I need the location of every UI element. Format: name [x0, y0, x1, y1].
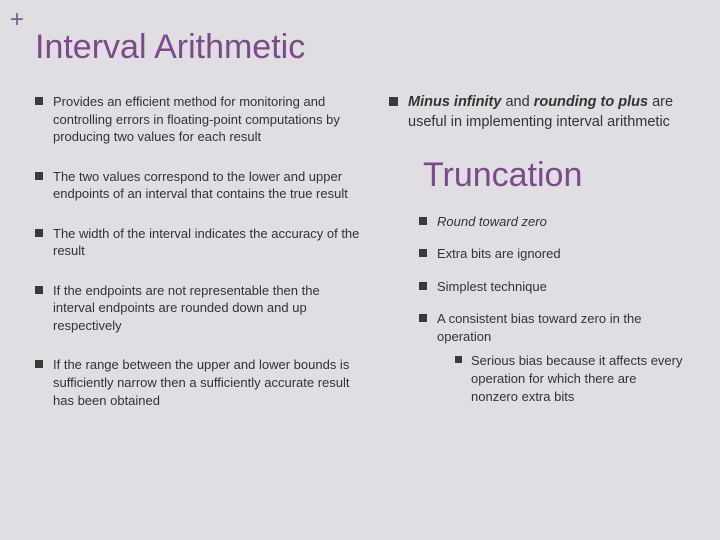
bullet-text: If the range between the upper and lower…: [53, 356, 365, 409]
bullet-text: If the endpoints are not representable t…: [53, 282, 365, 335]
square-bullet-icon: [35, 97, 43, 105]
left-column: Provides an efficient method for monitor…: [35, 93, 365, 431]
square-bullet-icon: [35, 286, 43, 294]
bullet-text: The two values correspond to the lower a…: [53, 168, 365, 203]
bullet-text: Minus infinity and rounding to plus are …: [408, 93, 685, 132]
right-top-bullet: Minus infinity and rounding to plus are …: [389, 93, 685, 132]
bullet-text: Simplest technique: [437, 278, 685, 296]
square-bullet-icon: [419, 217, 427, 225]
list-item: Provides an efficient method for monitor…: [35, 93, 365, 146]
text-emph: rounding to plus: [534, 94, 648, 110]
bullet-text: A consistent bias toward zero in the ope…: [437, 311, 642, 344]
list-item: The two values correspond to the lower a…: [35, 168, 365, 203]
bullet-text: Extra bits are ignored: [437, 245, 685, 263]
bullet-text: Provides an efficient method for monitor…: [53, 93, 365, 146]
square-bullet-icon: [419, 249, 427, 257]
list-item: If the range between the upper and lower…: [35, 356, 365, 409]
bullet-text: Serious bias because it affects every op…: [471, 352, 685, 407]
sub-bullet-list: Round toward zero Extra bits are ignored…: [419, 213, 685, 407]
list-item: A consistent bias toward zero in the ope…: [419, 310, 685, 407]
bullet-text: Round toward zero: [437, 213, 685, 231]
square-bullet-icon: [389, 97, 398, 106]
text-emph: Minus infinity: [408, 94, 501, 110]
nested-list-item: Serious bias because it affects every op…: [455, 352, 685, 407]
text-plain: and: [501, 94, 533, 110]
list-item: If the endpoints are not representable t…: [35, 282, 365, 335]
columns: Provides an efficient method for monitor…: [35, 93, 685, 431]
list-item: Extra bits are ignored: [419, 245, 685, 263]
right-column: Minus infinity and rounding to plus are …: [389, 93, 685, 431]
square-bullet-icon: [35, 360, 43, 368]
square-bullet-icon: [455, 356, 462, 363]
bullet-text-nested: A consistent bias toward zero in the ope…: [437, 310, 685, 407]
square-bullet-icon: [419, 282, 427, 290]
list-item: Round toward zero: [419, 213, 685, 231]
list-item: The width of the interval indicates the …: [35, 225, 365, 260]
square-bullet-icon: [419, 314, 427, 322]
plus-icon: +: [10, 8, 24, 32]
page-title: Interval Arithmetic: [35, 28, 685, 67]
list-item: Simplest technique: [419, 278, 685, 296]
bullet-text: The width of the interval indicates the …: [53, 225, 365, 260]
square-bullet-icon: [35, 172, 43, 180]
section-heading: Truncation: [423, 156, 685, 195]
slide: + Interval Arithmetic Provides an effici…: [0, 0, 720, 540]
square-bullet-icon: [35, 229, 43, 237]
